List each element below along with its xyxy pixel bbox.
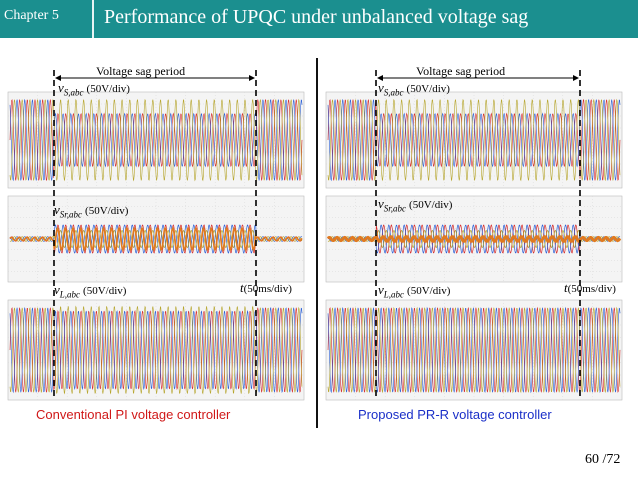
right-sag-arrow-right-head bbox=[573, 75, 579, 81]
right-sag-period-label: Voltage sag period bbox=[416, 64, 506, 78]
left-source-trace bbox=[9, 98, 303, 182]
left-source-trace bbox=[9, 99, 303, 181]
right-load-trace bbox=[327, 306, 621, 394]
left-sag-arrow-left-head bbox=[55, 75, 61, 81]
right-time-scale-label: t(50ms/div) bbox=[564, 280, 616, 295]
left-load-trace bbox=[9, 307, 303, 393]
left-series-trace bbox=[9, 229, 303, 249]
left-series-zero-trace bbox=[9, 226, 303, 252]
left-sag-arrow-right-head bbox=[249, 75, 255, 81]
chapter-label: Chapter 5 bbox=[4, 8, 59, 23]
header-separator bbox=[92, 0, 94, 38]
right-caption: Proposed PR-R voltage controller bbox=[358, 407, 552, 422]
left-caption: Conventional PI voltage controller bbox=[36, 407, 231, 422]
left-load-trace bbox=[9, 306, 303, 394]
left-time-scale-label: t(50ms/div) bbox=[240, 280, 292, 295]
right-sag-arrow-left-head bbox=[377, 75, 383, 81]
left-sag-period-label: Voltage sag period bbox=[96, 64, 186, 78]
left-load-voltage-label: vL,abc (50V/div) bbox=[54, 282, 127, 300]
left-series-trace bbox=[9, 224, 303, 254]
slide-title: Performance of UPQC under unbalanced vol… bbox=[104, 6, 529, 28]
left-source-trace bbox=[9, 98, 303, 182]
right-source-trace bbox=[327, 98, 621, 182]
left-load-trace bbox=[9, 305, 303, 395]
panel-divider bbox=[316, 58, 318, 428]
page-number: 60 /72 bbox=[585, 452, 621, 467]
left-series-voltage-label: vSr,abc (50V/div) bbox=[54, 202, 129, 220]
right-load-voltage-label: vL,abc (50V/div) bbox=[378, 282, 451, 300]
left-source-voltage-label: vS,abc (50V/div) bbox=[58, 80, 130, 98]
right-source-trace bbox=[327, 99, 621, 181]
right-source-voltage-label: vS,abc (50V/div) bbox=[378, 80, 450, 98]
right-series-voltage-label: vSr,abc (50V/div) bbox=[378, 196, 453, 214]
right-series-zero-trace bbox=[326, 234, 622, 243]
slide-header: Chapter 5 Performance of UPQC under unba… bbox=[0, 0, 638, 38]
right-load-trace bbox=[327, 306, 621, 394]
